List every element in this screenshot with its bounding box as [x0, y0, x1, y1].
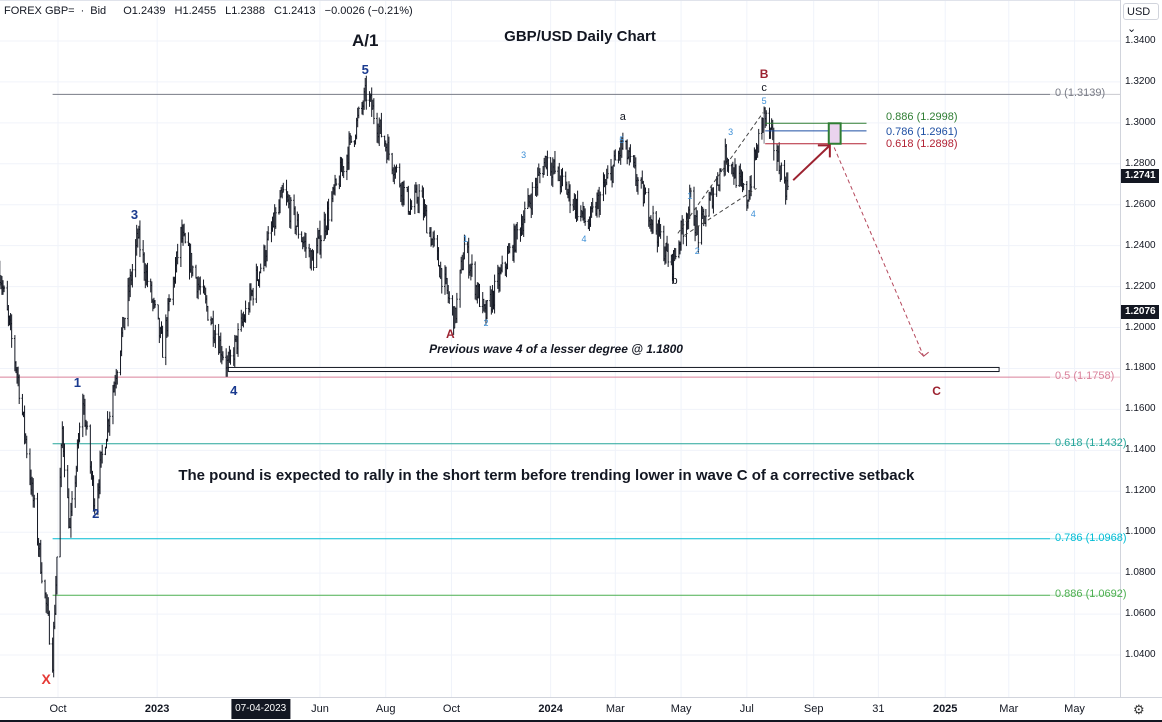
time-tick-label: Jun — [311, 703, 329, 715]
price-bars — [0, 75, 789, 678]
wave-label: 1 — [462, 233, 468, 244]
wave-label: 2 — [694, 245, 700, 256]
time-tick-label: Mar — [605, 703, 625, 715]
wave-label: b — [671, 274, 678, 287]
projection-up-arrow — [792, 144, 831, 181]
fib-level-label: 0.618 (1.1432) — [1055, 436, 1127, 449]
time-tick-label: 2023 — [144, 703, 170, 715]
support-zone — [227, 366, 1000, 373]
ohlc-high: H1.2455 — [174, 5, 217, 17]
ohlc-close: C1.2413 — [274, 5, 316, 17]
arrowhead-icon — [918, 350, 929, 357]
wave-label: X — [41, 670, 51, 687]
time-tick-label: 2025 — [932, 703, 958, 715]
price-tag-level: 1.2076 — [1121, 304, 1159, 319]
price-tag-current: 1.2741 — [1121, 168, 1159, 183]
price-tick-label: 1.3200 — [1125, 75, 1156, 87]
time-tick-label: Mar — [999, 703, 1019, 715]
time-tick-label: 31 — [872, 703, 885, 715]
wave-label: A — [446, 326, 455, 341]
arrowhead-icon — [817, 144, 831, 158]
price-tick-label: 1.2600 — [1125, 198, 1156, 210]
time-axis — [0, 697, 1162, 722]
wave-label-a1: A/1 — [351, 31, 379, 51]
currency-dropdown[interactable]: USD ⌄ — [1123, 3, 1159, 35]
ohlc-open: O1.2439 — [123, 5, 166, 17]
short-fib-label: 0.786 (1.2961) — [886, 125, 958, 138]
price-tick-label: 1.1200 — [1125, 485, 1156, 497]
price-tick-label: 1.1000 — [1125, 526, 1156, 538]
price-tick-label: 1.2000 — [1125, 321, 1156, 333]
ohlc-low: L1.2388 — [225, 5, 265, 17]
fib-level-label: 0.786 (1.0968) — [1055, 531, 1127, 544]
short-fib-label: 0.618 (1.2898) — [886, 137, 958, 150]
time-tick-label: May — [1064, 703, 1085, 715]
wave-label: 4 — [581, 233, 587, 244]
gear-icon[interactable]: ⚙ — [1133, 702, 1145, 717]
price-tick-label: 1.0400 — [1125, 649, 1156, 660]
wave-label: 5 — [619, 135, 625, 146]
projection-down-arrow — [833, 147, 925, 357]
fib-level-label: 0.5 (1.1758) — [1055, 370, 1115, 383]
price-tick-label: 1.1400 — [1125, 444, 1156, 456]
target-zone-box — [827, 122, 842, 145]
separator-dot: · — [80, 5, 85, 17]
price-tick-label: 1.3000 — [1125, 116, 1156, 128]
symbol-name[interactable]: FOREX GBP= — [4, 5, 75, 17]
price-source: Bid — [90, 5, 107, 17]
wave-label: 5 — [761, 96, 767, 107]
time-tick-label: Sep — [803, 703, 824, 715]
time-tick-label: Oct — [442, 703, 461, 715]
wave-label: 2 — [92, 505, 100, 521]
wave-label: a — [619, 110, 626, 123]
symbol-header: FOREX GBP= · Bid O1.2439 H1.2455 L1.2388 C… — [4, 5, 419, 17]
wave-label: 1 — [73, 374, 82, 390]
wedge-trendline — [677, 112, 764, 234]
wave-label: c — [761, 82, 767, 95]
wedge-trendline — [684, 187, 757, 236]
wave-label: B — [759, 66, 769, 81]
wave-label: 3 — [728, 127, 734, 138]
chart-title: GBP/USD Daily Chart — [504, 28, 656, 45]
wave-label: C — [932, 384, 941, 399]
wave-label: 4 — [750, 209, 756, 220]
fib-level-label: 0 (1.3139) — [1055, 87, 1106, 100]
time-tick-label: Oct — [49, 703, 67, 715]
time-tick-label: May — [670, 703, 692, 715]
fib-level-label: 0.886 (1.0692) — [1055, 588, 1127, 601]
wave-label: 2 — [483, 317, 489, 328]
wave-label: 3 — [130, 207, 139, 223]
wave-label: 5 — [361, 61, 369, 77]
wave-label: 3 — [521, 149, 527, 160]
short-fib-label: 0.886 (1.2998) — [886, 111, 958, 124]
price-tick-label: 1.1600 — [1125, 403, 1156, 415]
wave-label: 4 — [230, 383, 238, 399]
price-change: −0.0026 (−0.21%) — [324, 5, 413, 17]
price-tick-label: 1.0800 — [1125, 567, 1156, 579]
price-tick-label: 1.2200 — [1125, 280, 1156, 292]
time-tick-label: Jul — [739, 703, 754, 715]
price-axis — [1120, 0, 1162, 722]
time-tick-label: 2024 — [538, 703, 563, 715]
price-tick-label: 1.0600 — [1125, 608, 1156, 620]
price-tick-label: 1.3400 — [1125, 35, 1156, 46]
price-tick-label: 1.2800 — [1125, 157, 1156, 169]
crosshair-date-label: 07-04-2023 — [231, 699, 291, 719]
support-annotation: Previous wave 4 of a lesser degree @ 1.1… — [429, 342, 683, 357]
forecast-annotation: The pound is expected to rally in the sh… — [178, 467, 915, 485]
wave-label: 1 — [687, 190, 693, 201]
price-tick-label: 1.1800 — [1125, 362, 1156, 374]
price-tick-label: 1.2400 — [1125, 239, 1156, 251]
time-tick-label: Aug — [375, 703, 396, 715]
